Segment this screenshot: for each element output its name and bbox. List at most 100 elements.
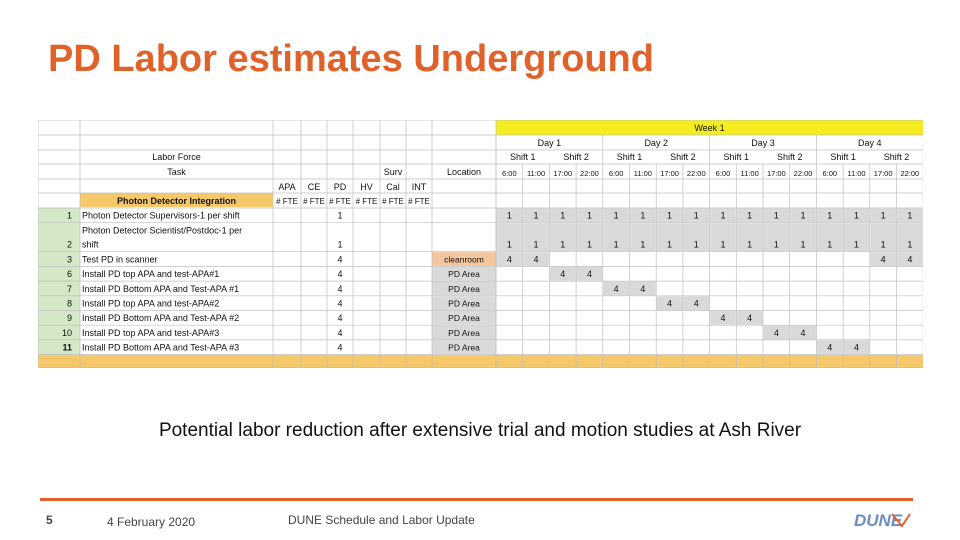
schedule-cell-value: 4 bbox=[747, 313, 752, 323]
section-header-bg bbox=[80, 193, 273, 207]
location-cell-bg bbox=[432, 252, 496, 266]
schedule-cell-bg bbox=[790, 223, 816, 252]
schedule-cell-bg bbox=[496, 252, 523, 266]
row-number: 11 bbox=[62, 343, 72, 353]
schedule-cell-bg bbox=[790, 208, 816, 223]
schedule-cell-bg bbox=[897, 223, 923, 252]
task-label: Install PD top APA and test-APA#2 bbox=[82, 299, 219, 309]
location-header: Location bbox=[447, 167, 481, 177]
pd-fte-value: 4 bbox=[337, 328, 342, 338]
role-column-label: Cal bbox=[386, 182, 400, 192]
fte-label: # FTE bbox=[356, 197, 378, 206]
time-label: 11:00 bbox=[741, 169, 759, 178]
shift-label: Shift 1 bbox=[617, 152, 643, 162]
schedule-cell-bg bbox=[683, 208, 710, 223]
schedule-cell-value: 1 bbox=[881, 240, 886, 250]
schedule-cell-bg bbox=[763, 325, 790, 340]
schedule-cell-value: 1 bbox=[774, 240, 779, 250]
time-label: 11:00 bbox=[634, 169, 652, 178]
schedule-cell-bg bbox=[763, 208, 790, 223]
schedule-cell-value: 1 bbox=[747, 211, 752, 221]
schedule-cell-bg bbox=[523, 223, 549, 252]
schedule-cell-value: 4 bbox=[907, 254, 912, 264]
location-cell-bg bbox=[432, 281, 496, 296]
schedule-cell-value: 1 bbox=[640, 240, 645, 250]
location-cell-bg bbox=[432, 266, 496, 281]
role-column-label: APA bbox=[278, 182, 295, 192]
schedule-cell-value: 1 bbox=[614, 240, 619, 250]
pd-fte-value: 4 bbox=[337, 254, 342, 264]
location-cell-bg bbox=[432, 296, 496, 310]
row-number: 3 bbox=[67, 254, 72, 264]
labor-force-header: Labor Force bbox=[152, 152, 201, 162]
schedule-cell-value: 1 bbox=[640, 211, 645, 221]
schedule-cell-value: 4 bbox=[774, 328, 779, 338]
schedule-cell-bg bbox=[710, 208, 736, 223]
role-column-label: PD bbox=[334, 182, 347, 192]
row-number: 10 bbox=[62, 328, 72, 338]
schedule-cell-bg bbox=[576, 223, 603, 252]
schedule-cell-value: 1 bbox=[587, 211, 592, 221]
task-label: Install PD top APA and test-APA#3 bbox=[82, 328, 219, 338]
schedule-cell-bg bbox=[816, 208, 843, 223]
schedule-cell-value: 4 bbox=[667, 299, 672, 309]
schedule-cell-value: 1 bbox=[667, 240, 672, 250]
schedule-cell-value: 4 bbox=[560, 269, 565, 279]
schedule-cell-bg bbox=[736, 208, 763, 223]
surv-header: Surv bbox=[384, 167, 403, 177]
schedule-cell-value: 1 bbox=[694, 211, 699, 221]
schedule-cell-value: 4 bbox=[694, 299, 699, 309]
time-label: 6:00 bbox=[822, 169, 837, 178]
shift-label: Shift 1 bbox=[830, 152, 856, 162]
schedule-cell-value: 1 bbox=[667, 211, 672, 221]
schedule-cell-value: 4 bbox=[881, 254, 886, 264]
location-cell-bg bbox=[432, 340, 496, 355]
row-number: 6 bbox=[67, 269, 72, 279]
time-label: 6:00 bbox=[716, 169, 731, 178]
schedule-cell-value: 4 bbox=[854, 343, 859, 353]
time-label: 6:00 bbox=[502, 169, 517, 178]
role-column-label: HV bbox=[360, 182, 373, 192]
bottom-summary-num bbox=[38, 354, 80, 368]
fte-label: # FTE bbox=[382, 197, 404, 206]
footer-date: 4 February 2020 bbox=[107, 515, 196, 529]
location-value: PD Area bbox=[448, 269, 480, 279]
schedule-cell-bg bbox=[897, 208, 923, 223]
schedule-cell-bg bbox=[816, 340, 843, 355]
time-label: 17:00 bbox=[660, 169, 679, 178]
day-label: Day 1 bbox=[538, 138, 562, 148]
location-value: PD Area bbox=[448, 313, 480, 323]
schedule-cell-value: 4 bbox=[801, 328, 806, 338]
week-header-bg bbox=[496, 120, 923, 135]
schedule-cell-value: 1 bbox=[720, 211, 725, 221]
schedule-cell-bg bbox=[523, 252, 549, 266]
schedule-cell-value: 4 bbox=[507, 254, 512, 264]
location-value: cleanroom bbox=[444, 254, 484, 264]
task-label: Test PD in scanner bbox=[82, 254, 158, 264]
time-label: 22:00 bbox=[687, 169, 706, 178]
task-label: Install PD top APA and test-APA#1 bbox=[82, 269, 219, 279]
schedule-cell-bg bbox=[549, 223, 576, 252]
pd-fte-value: 4 bbox=[337, 284, 342, 294]
task-label: Photon Detector Scientist/Postdoc-1 per bbox=[82, 226, 242, 236]
schedule-cell-value: 1 bbox=[694, 240, 699, 250]
schedule-cell-value: 1 bbox=[747, 240, 752, 250]
pd-fte-value: 4 bbox=[337, 343, 342, 353]
schedule-cell-bg bbox=[816, 223, 843, 252]
schedule-cell-bg bbox=[549, 266, 576, 281]
schedule-cell-value: 1 bbox=[854, 211, 859, 221]
schedule-cell-value: 1 bbox=[827, 240, 832, 250]
task-label: shift bbox=[82, 240, 99, 250]
schedule-cell-value: 4 bbox=[587, 269, 592, 279]
task-header: Task bbox=[167, 167, 186, 177]
schedule-cell-bg bbox=[630, 281, 656, 296]
pd-fte-value: 1 bbox=[337, 211, 342, 221]
time-label: 11:00 bbox=[527, 169, 545, 178]
schedule-cell-bg bbox=[843, 340, 870, 355]
fte-label: # FTE bbox=[329, 197, 351, 206]
fte-label: # FTE bbox=[303, 197, 325, 206]
schedule-cell-value: 1 bbox=[507, 240, 512, 250]
schedule-cell-bg bbox=[843, 223, 870, 252]
schedule-cell-bg bbox=[603, 281, 629, 296]
